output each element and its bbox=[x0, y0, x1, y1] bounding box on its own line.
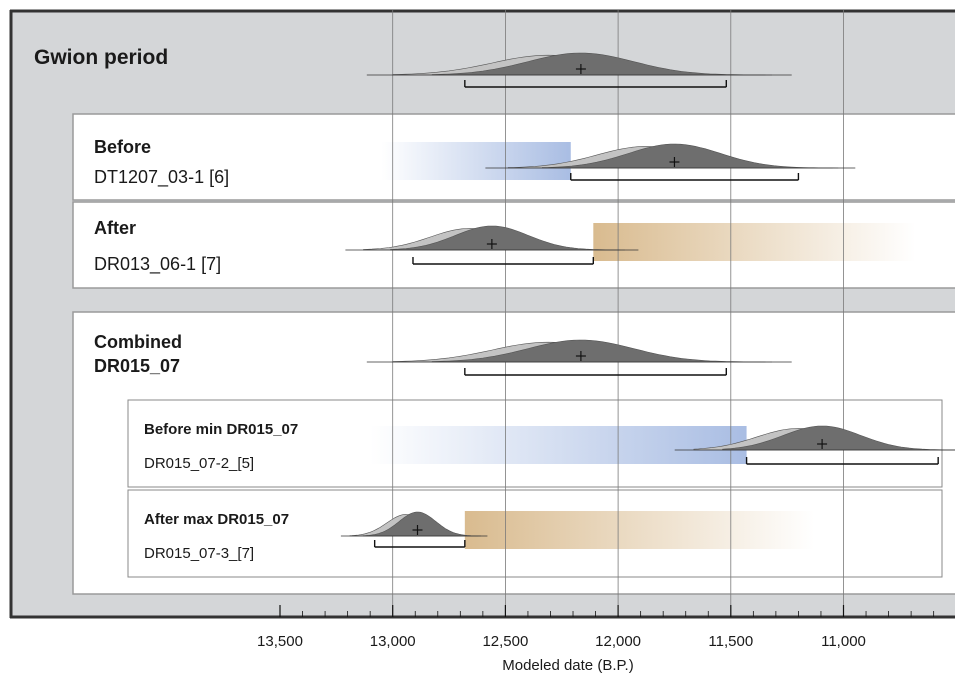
gridlines bbox=[392, 10, 844, 616]
x-tick-label: 13,000 bbox=[370, 633, 416, 650]
before-constraint-gradient bbox=[370, 426, 747, 464]
after-constraint-gradient bbox=[593, 223, 916, 261]
section-title-combined: Combined bbox=[94, 332, 182, 352]
section-subtitle-combined: DR015_07 bbox=[94, 356, 180, 376]
sample-label-after: DR013_06-1 [7] bbox=[94, 254, 221, 275]
posterior-distribution bbox=[390, 225, 625, 251]
after-constraint-gradient bbox=[464, 511, 815, 549]
sample-label-after-max: DR015_07-3_[7] bbox=[144, 545, 254, 562]
section-title-before: Before bbox=[94, 137, 151, 157]
x-tick-label: 12,500 bbox=[482, 633, 528, 650]
x-tick-label: 11,000 bbox=[821, 633, 866, 650]
posterior-distribution bbox=[431, 52, 772, 76]
section-title-after: After bbox=[94, 218, 136, 238]
distributions bbox=[340, 52, 955, 537]
before-constraint-gradient bbox=[381, 142, 571, 180]
range-brackets bbox=[373, 80, 939, 548]
x-tick-label: 12,000 bbox=[595, 633, 641, 650]
x-axis: 13,500 13,000 12,500 12,000 11,500 11,000 bbox=[257, 605, 935, 650]
x-axis-title: Modeled date (B.P.) bbox=[502, 657, 633, 674]
sample-label-before: DT1207_03-1 [6] bbox=[94, 167, 229, 188]
section-title-after-max: After max DR015_07 bbox=[144, 511, 289, 528]
x-tick-label: 13,500 bbox=[257, 633, 303, 650]
posterior-distribution bbox=[722, 425, 955, 451]
section-title-gwion: Gwion period bbox=[34, 46, 168, 69]
section-title-before-min: Before min DR015_07 bbox=[144, 421, 298, 438]
posterior-distribution bbox=[541, 143, 839, 169]
posterior-distribution bbox=[363, 511, 481, 537]
x-tick-label: 11,500 bbox=[708, 633, 753, 650]
constraint-gradients bbox=[370, 142, 916, 549]
sample-label-before-min: DR015_07-2_[5] bbox=[144, 455, 254, 472]
posterior-distribution bbox=[431, 339, 772, 363]
